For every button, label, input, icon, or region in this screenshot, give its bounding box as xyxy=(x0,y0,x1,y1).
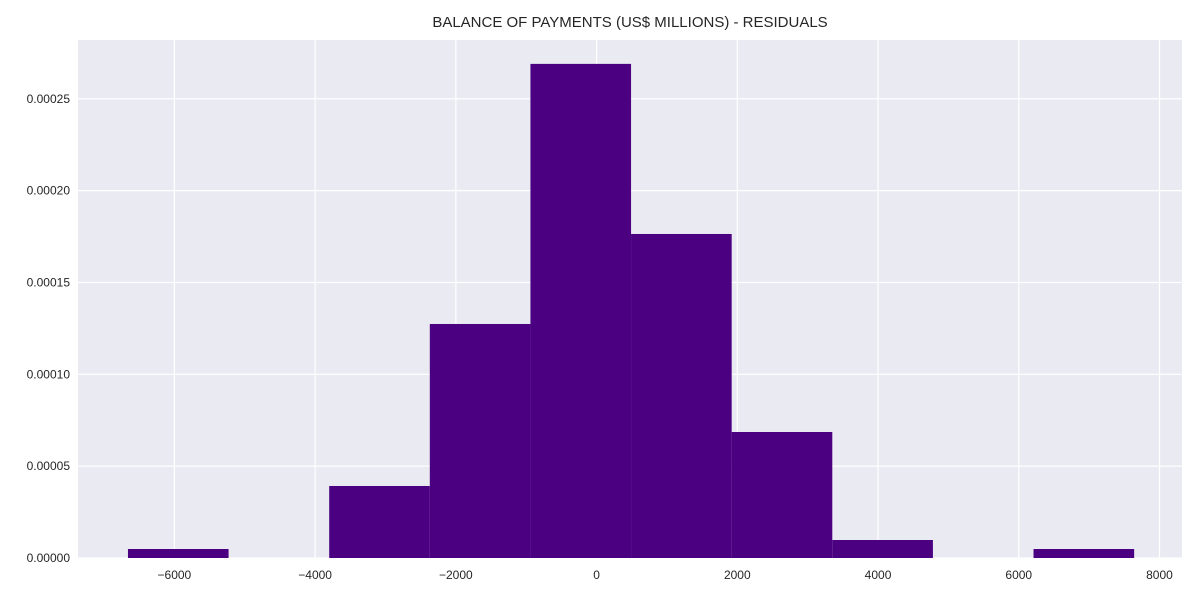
y-tick-label: 0.00020 xyxy=(27,184,71,198)
x-tick-label: 8000 xyxy=(1146,568,1173,582)
histogram-bar xyxy=(631,233,732,558)
y-tick-label: 0.00015 xyxy=(27,275,71,289)
y-tick-label: 0.00005 xyxy=(27,459,71,473)
y-tick-label: 0.00025 xyxy=(27,92,71,106)
x-tick-label: 6000 xyxy=(1005,568,1032,582)
histogram-bar xyxy=(1033,548,1135,558)
y-tick-label: 0.00000 xyxy=(27,551,71,565)
histogram-bar xyxy=(731,431,833,558)
x-tick-label: 4000 xyxy=(865,568,892,582)
histogram-bar xyxy=(832,539,933,558)
x-tick-label: −6000 xyxy=(158,568,192,582)
histogram-bar xyxy=(530,63,632,559)
x-tick-label: −2000 xyxy=(439,568,473,582)
histogram-bar xyxy=(429,323,531,558)
x-tick-label: −4000 xyxy=(298,568,332,582)
y-tick-label: 0.00010 xyxy=(27,367,71,381)
x-tick-label: 0 xyxy=(593,568,600,582)
x-tick-label: 2000 xyxy=(724,568,751,582)
histogram-bar xyxy=(329,485,430,558)
histogram-bar xyxy=(127,548,229,558)
chart-title: BALANCE OF PAYMENTS (US$ MILLIONS) - RES… xyxy=(432,14,828,31)
